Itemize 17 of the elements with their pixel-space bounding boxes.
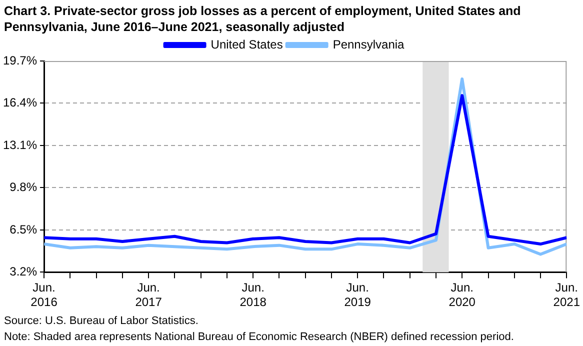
y-tick-label: 6.5% [10, 222, 38, 236]
legend-label: United States [210, 37, 283, 52]
x-tick-label: Jun. 2020 [448, 280, 476, 310]
y-tick-label: 16.4% [2, 96, 38, 110]
chart-title: Chart 3. Private-sector gross job losses as a percent of employment, United States and Pennsylvania, June 2016–June 2021, seasonally adjusted [3, 3, 522, 35]
x-tick-label: Jun. 2019 [344, 280, 372, 310]
y-tick-label: 13.1% [2, 138, 38, 152]
source-note: Source: U.S. Bureau of Labor Statistics. [3, 314, 200, 329]
x-tick-label: Jun. 2017 [135, 280, 162, 310]
y-tick-label: 3.2% [10, 264, 38, 279]
x-tick-label: Jun. 2018 [240, 280, 267, 310]
x-tick-label: Jun. 2016 [30, 280, 58, 310]
text: Note: Shaded area represents National Bureau of Economic Research (NBER) defined recession period. [3, 330, 515, 345]
y-tick-label: 19.7% [2, 53, 38, 68]
x-tick-label: Jun. 2021 [553, 280, 580, 310]
legend-label: Pennsylvania [332, 37, 405, 52]
y-tick-label: 9.8% [10, 180, 38, 194]
